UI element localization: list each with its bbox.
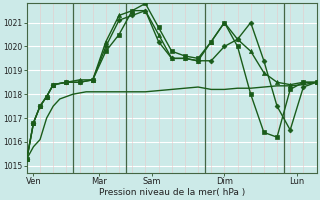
X-axis label: Pression niveau de la mer( hPa ): Pression niveau de la mer( hPa ) — [99, 188, 245, 197]
